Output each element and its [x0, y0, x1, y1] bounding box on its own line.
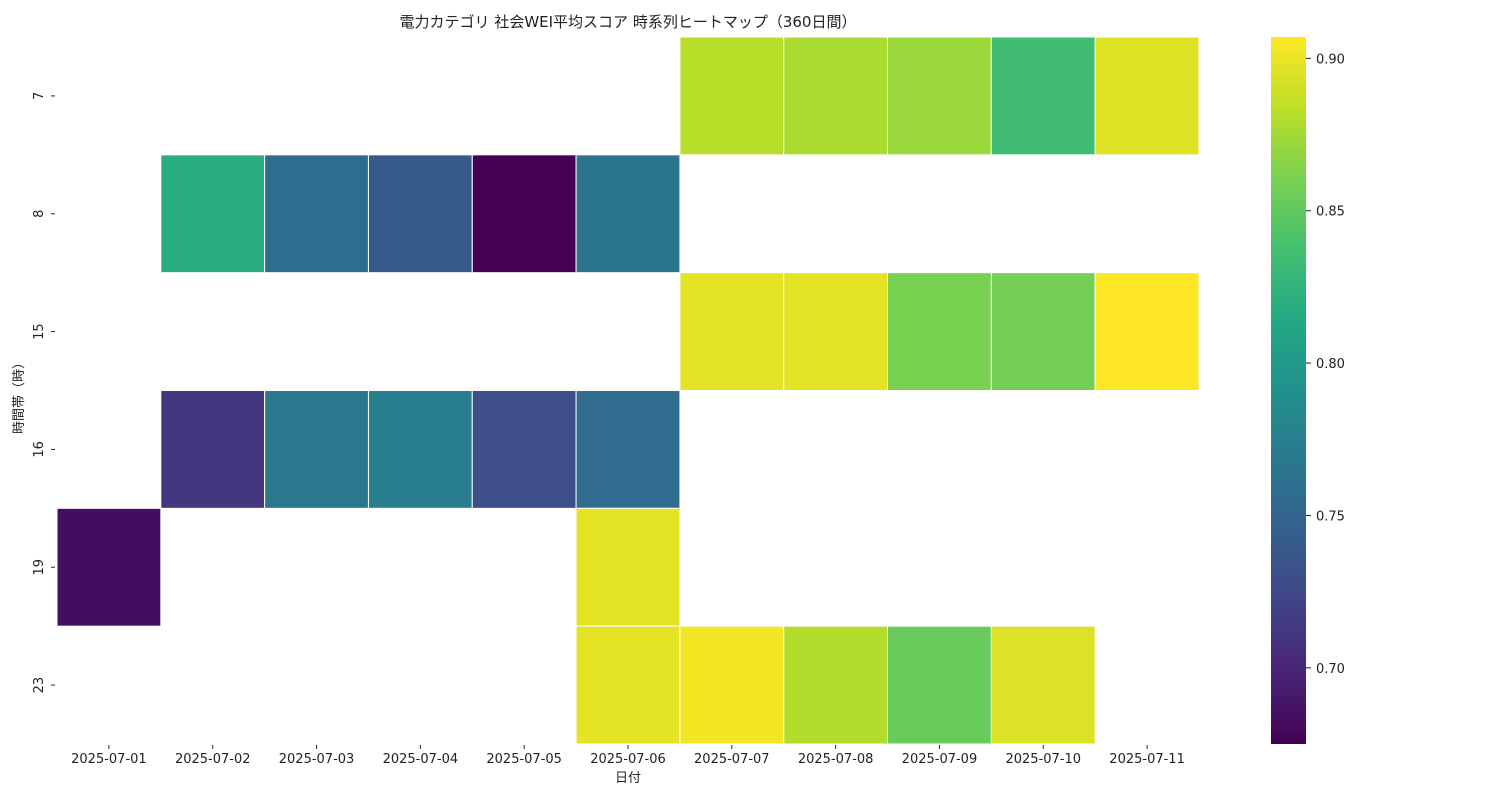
- colorbar-tick-label: 0.90: [1316, 52, 1345, 67]
- heatmap-cell-15-2025-07-07: [679, 272, 785, 391]
- colorbar-tick-label: 0.85: [1316, 205, 1345, 220]
- heatmap-cell-23-2025-07-09: [887, 625, 992, 745]
- colorbar: [1271, 37, 1306, 744]
- y-tick-label: 15: [32, 323, 47, 340]
- x-tick-label: 2025-07-07: [694, 752, 770, 767]
- heatmap-cell-8-2025-07-04: [367, 154, 473, 274]
- heatmap-cell-15-2025-07-08: [783, 272, 889, 391]
- x-tick-label: 2025-07-03: [279, 752, 355, 767]
- x-tick-label: 2025-07-10: [1005, 752, 1081, 767]
- heatmap-cell-7-2025-07-10: [990, 36, 1096, 156]
- colorbar-tick-label: 0.80: [1316, 357, 1345, 372]
- y-tick-label: 7: [32, 92, 47, 100]
- x-tick-label: 2025-07-09: [902, 752, 978, 767]
- heatmap-cell-16-2025-07-04: [367, 390, 473, 509]
- x-tick-label: 2025-07-11: [1109, 752, 1185, 767]
- heatmap-cell-8-2025-07-03: [264, 154, 369, 274]
- heatmap-cell-16-2025-07-05: [471, 390, 577, 509]
- heatmap-cell-16-2025-07-06: [575, 390, 681, 509]
- x-tick-label: 2025-07-06: [590, 752, 666, 767]
- y-tick-label: 16: [32, 441, 47, 458]
- x-tick-label: 2025-07-01: [71, 752, 147, 767]
- colorbar-tick-label: 0.75: [1316, 509, 1345, 524]
- x-axis-title: 日付: [615, 771, 641, 786]
- heatmap-cell-15-2025-07-09: [887, 272, 992, 391]
- heatmap-cell-23-2025-07-06: [575, 625, 681, 745]
- heatmap-cell-19-2025-07-01: [56, 507, 162, 627]
- heatmap-cell-19-2025-07-06: [575, 507, 681, 627]
- heatmap-cell-23-2025-07-08: [783, 625, 889, 745]
- y-tick-label: 23: [32, 677, 47, 694]
- heatmap-cell-7-2025-07-08: [783, 36, 889, 156]
- y-axis-title: 時間帯（時）: [12, 356, 27, 434]
- x-axis-ticks: 2025-07-01 2025-07-02 2025-07-03 2025-07-04…: [71, 745, 1185, 767]
- y-tick-label: 8: [32, 210, 47, 218]
- heatmap-cell-8-2025-07-02: [160, 154, 266, 274]
- heatmap-cell-16-2025-07-03: [264, 390, 369, 509]
- heatmap-cell-7-2025-07-09: [887, 36, 992, 156]
- heatmap-cell-7-2025-07-11: [1094, 36, 1200, 156]
- y-axis-ticks: 7 8 15 16 19 23: [32, 92, 55, 694]
- colorbar-tick-label: 0.70: [1316, 662, 1345, 677]
- x-tick-label: 2025-07-08: [798, 752, 874, 767]
- heatmap-cell-7-2025-07-07: [679, 36, 785, 156]
- heatmap-cells: [56, 36, 1200, 745]
- heatmap-cell-16-2025-07-02: [160, 390, 266, 509]
- heatmap-cell-23-2025-07-07: [679, 625, 785, 745]
- colorbar-ticks: 0.70 0.75 0.80 0.85 0.90: [1306, 52, 1345, 677]
- heatmap-cell-8-2025-07-06: [575, 154, 681, 274]
- y-tick-label: 19: [32, 559, 47, 576]
- chart-title: 電力カテゴリ 社会WEI平均スコア 時系列ヒートマップ（360日間）: [400, 13, 857, 31]
- x-tick-label: 2025-07-04: [383, 752, 459, 767]
- heatmap-cell-23-2025-07-10: [990, 625, 1096, 745]
- heatmap-cell-15-2025-07-11: [1094, 272, 1200, 391]
- heatmap-cell-15-2025-07-10: [990, 272, 1096, 391]
- x-tick-label: 2025-07-02: [175, 752, 251, 767]
- x-tick-label: 2025-07-05: [486, 752, 562, 767]
- heatmap-cell-8-2025-07-05: [471, 154, 577, 274]
